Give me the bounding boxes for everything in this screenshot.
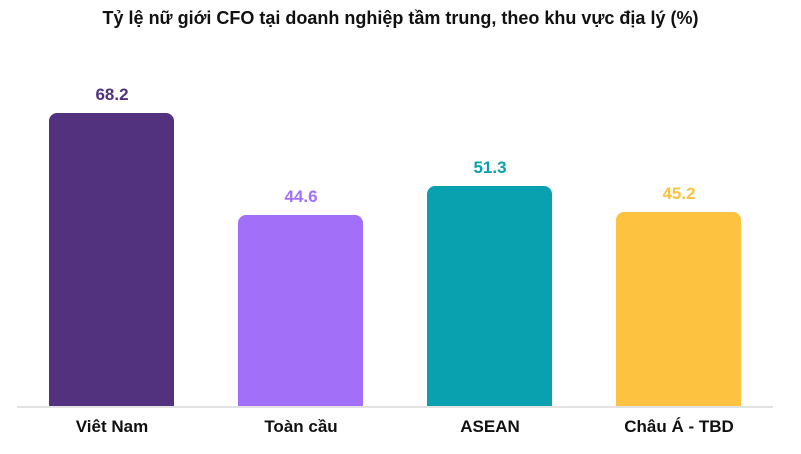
x-axis-line <box>17 406 773 408</box>
value-label-2: 44.6 <box>284 187 318 206</box>
category-label-3: ASEAN <box>460 417 520 436</box>
value-label-1: 68.2 <box>95 85 129 104</box>
bar-4 <box>616 212 741 407</box>
value-label-3: 51.3 <box>473 158 507 177</box>
bar-2 <box>238 215 363 407</box>
chart-title: Tỷ lệ nữ giới CFO tại doanh nghiệp tầm t… <box>102 8 699 28</box>
bar-1 <box>49 113 174 407</box>
category-label-1: Viêt Nam <box>75 417 149 436</box>
bar-3 <box>427 186 552 407</box>
category-label-2: Toàn cầu <box>264 417 338 436</box>
category-label-4: Châu Á - TBD <box>624 417 734 436</box>
value-label-4: 45.2 <box>662 184 696 203</box>
